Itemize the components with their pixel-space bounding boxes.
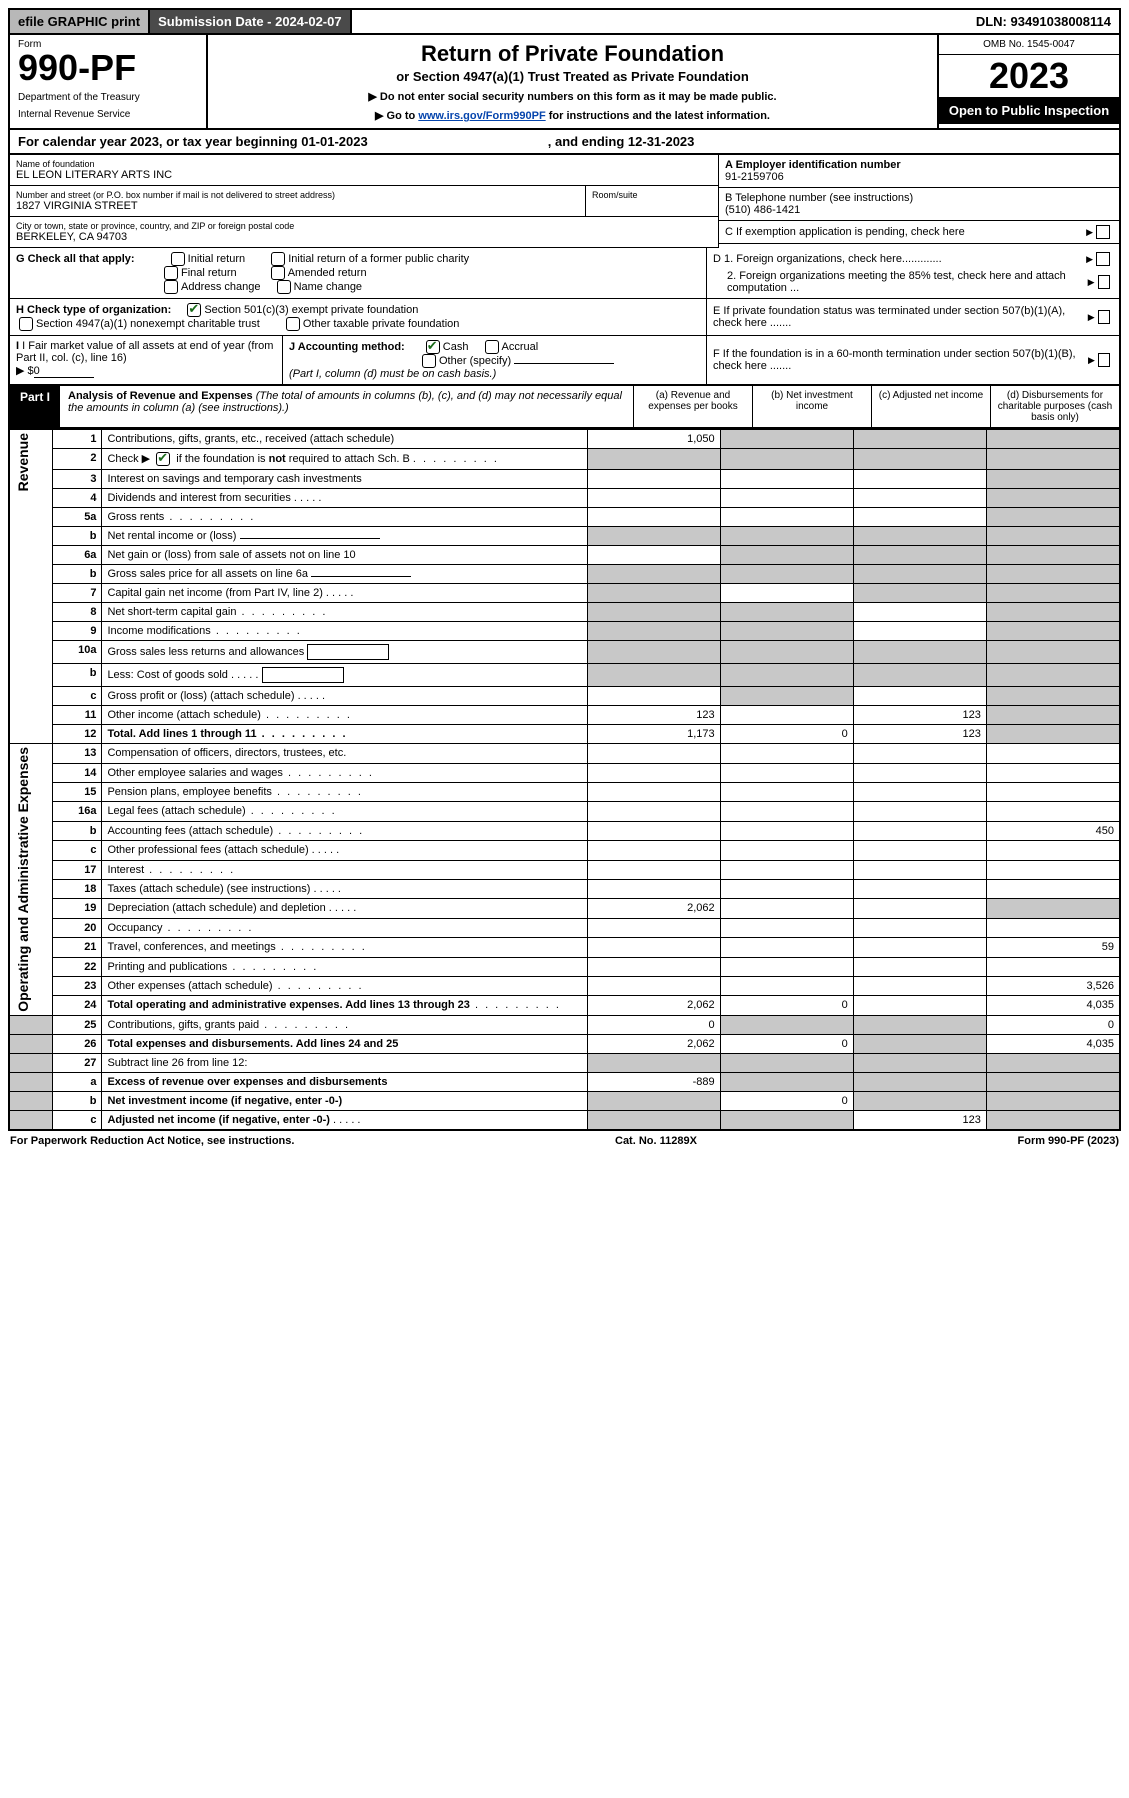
page-footer: For Paperwork Reduction Act Notice, see … [8, 1131, 1121, 1147]
city-label: City or town, state or province, country… [16, 221, 712, 231]
g-address-change[interactable] [164, 280, 178, 294]
g-name-change[interactable] [277, 280, 291, 294]
table-row: 2 Check ▶ if the foundation is not requi… [9, 449, 1120, 470]
addr-label: Number and street (or P.O. box number if… [16, 190, 579, 200]
street-address: 1827 VIRGINIA STREET [16, 200, 579, 212]
year-block: OMB No. 1545-0047 2023 Open to Public In… [937, 35, 1119, 128]
phone-label: B Telephone number (see instructions) [725, 192, 1113, 204]
footer-cat: Cat. No. 11289X [615, 1135, 697, 1147]
footer-form: Form 990-PF (2023) [1018, 1135, 1119, 1147]
e-label: E If private foundation status was termi… [713, 305, 1088, 329]
section-i: I I Fair market value of all assets at e… [10, 336, 283, 384]
j-cash[interactable] [426, 340, 440, 354]
section-f: F If the foundation is in a 60-month ter… [707, 336, 1119, 384]
e-checkbox[interactable] [1098, 310, 1110, 324]
form-header: Form 990-PF Department of the Treasury I… [8, 35, 1121, 130]
d2-label: 2. Foreign organizations meeting the 85%… [713, 270, 1088, 294]
revenue-side-label: Revenue [15, 433, 31, 491]
g-label: G Check all that apply: [16, 253, 135, 265]
part1-table: Revenue 1 Contributions, gifts, grants, … [8, 429, 1121, 1131]
section-j: J Accounting method: Cash Accrual Other … [283, 336, 707, 384]
sch-b-checkbox[interactable] [156, 452, 170, 466]
j-label: J Accounting method: [289, 341, 405, 353]
f-checkbox[interactable] [1098, 353, 1110, 367]
col-d-header: (d) Disbursements for charitable purpose… [990, 386, 1119, 427]
exemption-checkbox[interactable] [1096, 225, 1110, 239]
h-other-taxable[interactable] [286, 317, 300, 331]
d1-label: D 1. Foreign organizations, check here..… [713, 253, 942, 265]
section-d: D 1. Foreign organizations, check here..… [707, 248, 1119, 299]
g-final-return[interactable] [164, 266, 178, 280]
footer-left: For Paperwork Reduction Act Notice, see … [10, 1135, 294, 1147]
city-state-zip: BERKELEY, CA 94703 [16, 231, 712, 243]
part1-title: Analysis of Revenue and Expenses [68, 390, 253, 402]
col-b-header: (b) Net investment income [752, 386, 871, 427]
calendar-year-row: For calendar year 2023, or tax year begi… [8, 130, 1121, 155]
exemption-pending-label: C If exemption application is pending, c… [725, 226, 965, 238]
form-id-block: Form 990-PF Department of the Treasury I… [10, 35, 208, 128]
form-subtitle: or Section 4947(a)(1) Trust Treated as P… [214, 69, 931, 84]
omb-number: OMB No. 1545-0047 [939, 35, 1119, 55]
dept-treasury: Department of the Treasury [18, 92, 198, 103]
j-note: (Part I, column (d) must be on cash basi… [289, 368, 496, 380]
ein-value: 91-2159706 [725, 171, 1113, 183]
irs-label: Internal Revenue Service [18, 109, 198, 120]
col-c-header: (c) Adjusted net income [871, 386, 990, 427]
h-501c3[interactable] [187, 303, 201, 317]
section-g: G Check all that apply: Initial return I… [10, 248, 707, 299]
submission-date: Submission Date - 2024-02-07 [150, 10, 352, 33]
j-other[interactable] [422, 354, 436, 368]
foundation-name: EL LEON LITERARY ARTS INC [16, 169, 712, 181]
f-label: F If the foundation is in a 60-month ter… [713, 348, 1088, 372]
top-bar: efile GRAPHIC print Submission Date - 20… [8, 8, 1121, 35]
open-public: Open to Public Inspection [939, 97, 1119, 124]
col-a-header: (a) Revenue and expenses per books [633, 386, 752, 427]
tax-year: 2023 [939, 55, 1119, 97]
name-label: Name of foundation [16, 159, 712, 169]
part1-header-row: Part I Analysis of Revenue and Expenses … [8, 386, 1121, 429]
d1-checkbox[interactable] [1096, 252, 1110, 266]
j-accrual[interactable] [485, 340, 499, 354]
arrow-icon: ▶ [1086, 227, 1093, 238]
table-row: Revenue 1 Contributions, gifts, grants, … [9, 430, 1120, 449]
form-title: Return of Private Foundation [214, 41, 931, 67]
h-4947[interactable] [19, 317, 33, 331]
phone-value: (510) 486-1421 [725, 204, 1113, 216]
section-h: H Check type of organization: Section 50… [10, 299, 707, 336]
part1-label: Part I [10, 386, 60, 427]
h-label: H Check type of organization: [16, 304, 171, 316]
cal-year-end: , and ending 12-31-2023 [548, 134, 695, 149]
irs-link[interactable]: www.irs.gov/Form990PF [418, 110, 545, 122]
g-initial-return[interactable] [171, 252, 185, 266]
form-title-block: Return of Private Foundation or Section … [208, 35, 937, 128]
form-note-2: ▶ Go to www.irs.gov/Form990PF for instru… [214, 109, 931, 122]
g-amended[interactable] [271, 266, 285, 280]
efile-label[interactable]: efile GRAPHIC print [10, 10, 150, 33]
cal-year-begin: For calendar year 2023, or tax year begi… [18, 134, 368, 149]
d2-checkbox[interactable] [1098, 275, 1110, 289]
form-number: 990-PF [18, 50, 198, 86]
section-e: E If private foundation status was termi… [707, 299, 1119, 336]
i-value: 0 [34, 365, 94, 378]
expenses-side-label: Operating and Administrative Expenses [15, 747, 31, 1012]
entity-info: Name of foundation EL LEON LITERARY ARTS… [8, 155, 1121, 386]
dln: DLN: 93491038008114 [968, 10, 1119, 33]
room-label: Room/suite [592, 190, 712, 200]
form-note-1: ▶ Do not enter social security numbers o… [214, 90, 931, 103]
ein-label: A Employer identification number [725, 159, 1113, 171]
i-label: I Fair market value of all assets at end… [16, 340, 273, 364]
g-initial-former[interactable] [271, 252, 285, 266]
